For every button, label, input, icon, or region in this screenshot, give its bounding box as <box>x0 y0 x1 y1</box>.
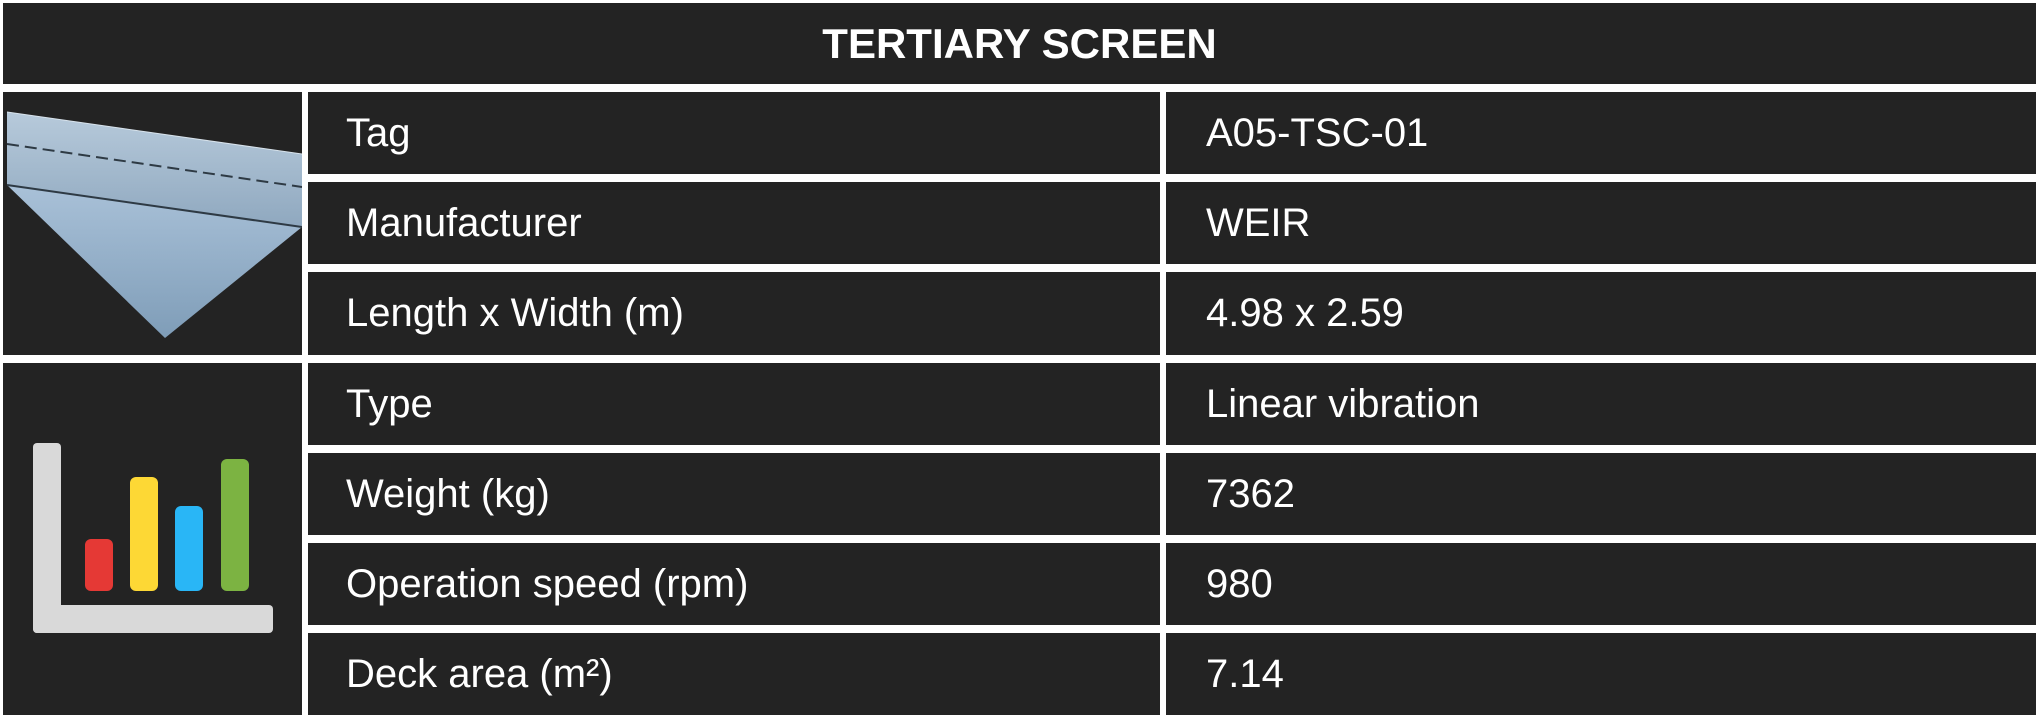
spec-value-type: Linear vibration <box>1166 363 2036 445</box>
page-title: TERTIARY SCREEN <box>3 3 2036 84</box>
spec-value-weight: 7362 <box>1166 453 2036 535</box>
screen-deck-image <box>6 111 302 338</box>
spec-value-operation-speed: 980 <box>1166 543 2036 625</box>
spec-value-dimensions: 4.98 x 2.59 <box>1166 272 2036 355</box>
spec-label-operation-speed: Operation speed (rpm) <box>308 543 1160 625</box>
spec-label-dimensions: Length x Width (m) <box>308 272 1160 355</box>
spec-value-manufacturer: WEIR <box>1166 182 2036 264</box>
equipment-image-cell <box>3 92 302 355</box>
bar-chart-icon <box>33 443 273 633</box>
spec-label-tag: Tag <box>308 92 1160 174</box>
spec-value-tag: A05-TSC-01 <box>1166 92 2036 174</box>
stats-icon-cell <box>3 363 302 715</box>
spec-label-weight: Weight (kg) <box>308 453 1160 535</box>
spec-label-manufacturer: Manufacturer <box>308 182 1160 264</box>
spec-value-deck-area: 7.14 <box>1166 633 2036 715</box>
spec-label-type: Type <box>308 363 1160 445</box>
spec-label-deck-area: Deck area (m²) <box>308 633 1160 715</box>
